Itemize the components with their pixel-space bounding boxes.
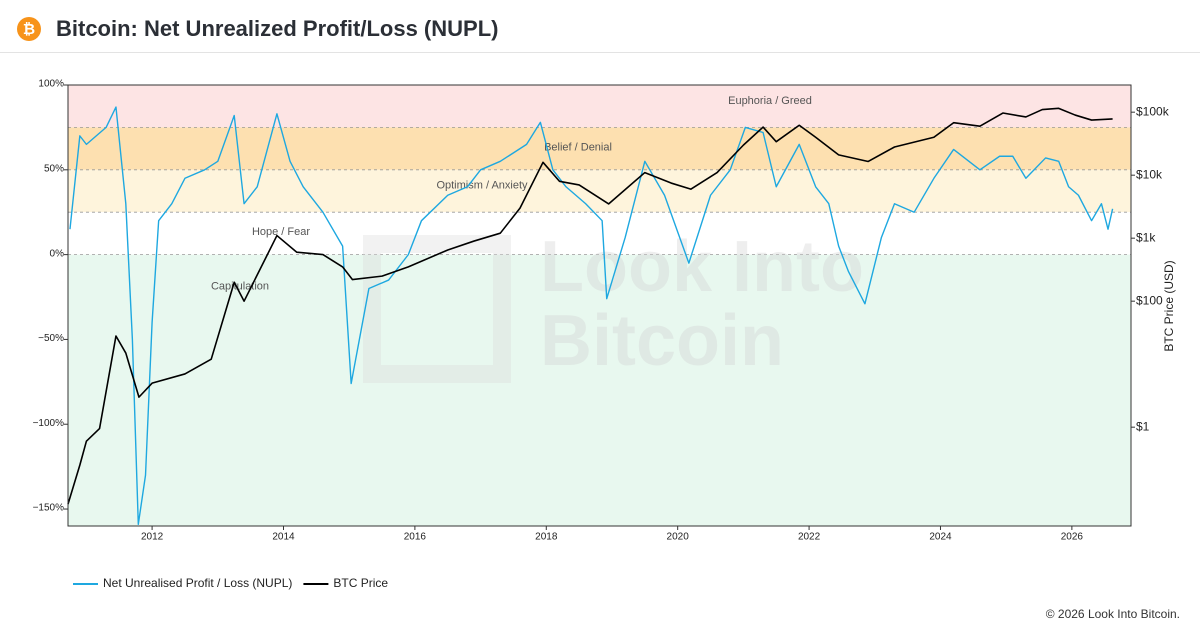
y2-tick-label: $1 [1136, 419, 1150, 433]
y2-tick-label: $10k [1136, 167, 1163, 181]
logo-symbol: ₿ [23, 21, 35, 38]
y2-axis-label: BTC Price (USD) [1162, 260, 1176, 351]
y-tick-label: −150% [33, 503, 65, 514]
legend-item: BTC Price [303, 576, 388, 590]
y-tick-label: 50% [44, 163, 64, 174]
zone-band [68, 85, 1131, 128]
x-tick-label: 2022 [798, 532, 821, 543]
x-tick-label: 2026 [1061, 532, 1084, 543]
y-tick-label: −100% [33, 418, 65, 429]
plot-frame [67, 84, 1132, 527]
y2-tick-label: $1k [1136, 230, 1156, 244]
zone-band [68, 212, 1131, 255]
header [0, 0, 1200, 52]
legend-item: Net Unrealised Profit / Loss (NUPL) [73, 576, 292, 590]
watermark-text: Look Into [540, 227, 864, 307]
zone-band [68, 169, 1131, 213]
zone-label: Optimism / Anxiety [436, 180, 528, 192]
zone-label: Capitulation [211, 281, 269, 293]
y2-tick-label: $100 [1136, 293, 1163, 307]
watermark: Look Into Bitcoin [363, 227, 864, 383]
watermark-text: Bitcoin [540, 301, 784, 381]
legend-label: BTC Price [333, 576, 388, 590]
zone-label: Euphoria / Greed [728, 95, 812, 107]
x-tick-label: 2014 [272, 532, 295, 543]
zone-label: Belief / Denial [544, 141, 612, 153]
footer: © 2026 Look Into Bitcoin. [1046, 607, 1180, 621]
y2-tick-label: $100k [1136, 104, 1170, 118]
line-series [69, 106, 1114, 525]
watermark-logo [363, 235, 511, 383]
x-tick-label: 2020 [667, 532, 690, 543]
y-tick-label: −50% [38, 333, 64, 344]
y-tick-label: 100% [38, 79, 64, 90]
plot: 100% 50% 0% −50% −100% −150% $100k $10k $1k $100 $… [33, 79, 1170, 543]
logo [17, 17, 41, 41]
y-tick-label: 0% [50, 248, 65, 259]
x-tick-label: 2012 [141, 532, 164, 543]
x-tick-label: 2024 [929, 532, 952, 543]
line-series [67, 107, 1113, 505]
x-tick-label: 2018 [535, 532, 558, 543]
x-tick-label: 2016 [404, 532, 427, 543]
legend-label: Net Unrealised Profit / Loss (NUPL) [103, 576, 292, 590]
chart-title: Bitcoin: Net Unrealized Profit/Loss (NUP… [56, 16, 498, 41]
zone-label: Hope / Fear [252, 226, 310, 238]
zone-band [68, 127, 1131, 170]
